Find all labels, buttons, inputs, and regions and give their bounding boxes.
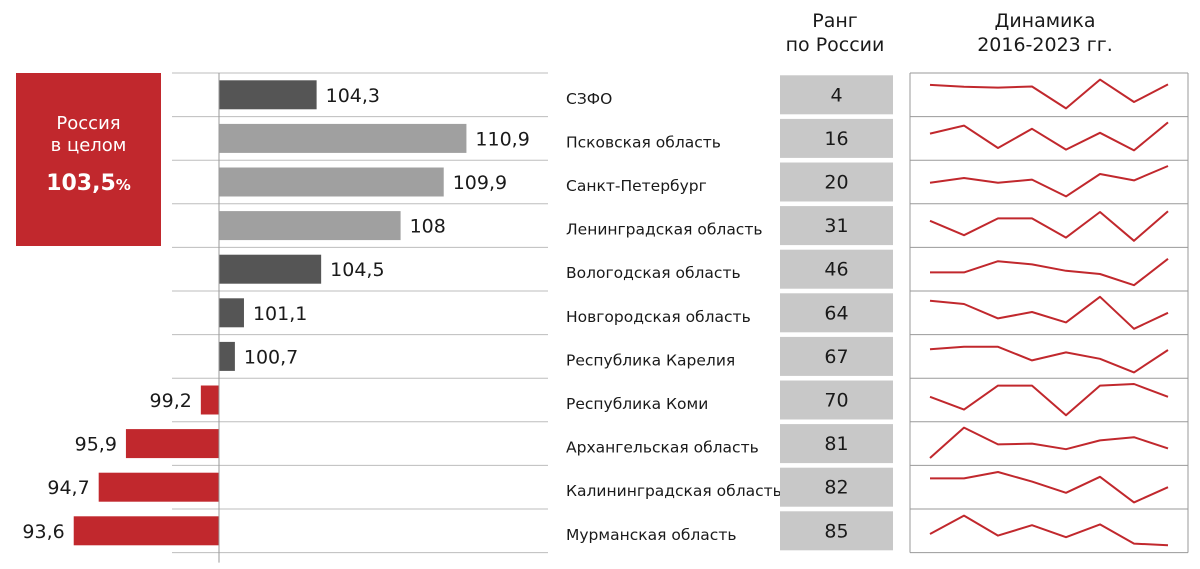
- rank-cell: [780, 118, 893, 158]
- sparkline: [929, 295, 1169, 330]
- rank-cell: [780, 206, 893, 246]
- bar: [219, 298, 244, 328]
- sparkline: [929, 121, 1169, 152]
- dynamics-header: Динамика 2016-2023 гг.: [955, 9, 1135, 57]
- bar-value-label: 94,7: [47, 477, 89, 499]
- bar-value-label: 93,6: [22, 521, 64, 543]
- dynamics-header-line1: Динамика: [994, 10, 1096, 32]
- rank-header-line2: по России: [785, 34, 885, 56]
- rank-cell: [780, 75, 893, 115]
- russia-label-line1: Россия: [56, 113, 121, 134]
- region-label: Вологодская область: [566, 264, 741, 282]
- rank-cell: [780, 336, 893, 376]
- sparkline: [930, 258, 1169, 287]
- bar: [200, 385, 219, 415]
- rank-cell: [780, 293, 893, 333]
- rank-value: 46: [824, 259, 848, 281]
- bar: [219, 123, 467, 153]
- rank-value: 64: [824, 302, 848, 324]
- bar-value-label: 95,9: [75, 434, 117, 456]
- rank-cell: [780, 380, 893, 420]
- rank-header-line1: Ранг: [812, 10, 858, 32]
- bar-value-label: 104,3: [326, 85, 380, 107]
- sparkline: [929, 345, 1169, 374]
- region-label: Калининградская область: [566, 482, 782, 500]
- bar-value-label: 104,5: [330, 259, 384, 281]
- region-label: Псковская область: [566, 133, 721, 151]
- sparkline: [929, 514, 1169, 547]
- sparkline: [929, 78, 1169, 110]
- region-label: Республика Коми: [566, 395, 708, 413]
- rank-value: 31: [824, 215, 848, 237]
- region-label: Санкт-Петербург: [566, 177, 707, 195]
- rank-value: 20: [824, 172, 848, 194]
- russia-label-line2: в целом: [50, 135, 127, 156]
- rank-value: 85: [824, 520, 848, 542]
- rank-value: 4: [830, 84, 842, 106]
- russia-value-number: 103,5: [46, 171, 116, 196]
- rank-cell: [780, 424, 893, 464]
- bar: [98, 472, 219, 502]
- rank-cell: [780, 162, 893, 202]
- region-label: Мурманская область: [566, 526, 736, 544]
- bar-value-label: 108: [410, 216, 446, 238]
- russia-value-unit: %: [115, 176, 131, 194]
- rank-cell: [780, 467, 893, 507]
- bar-value-label: 100,7: [244, 346, 298, 368]
- region-label: Ленинградская область: [566, 221, 763, 239]
- bar-value-label: 99,2: [150, 390, 192, 412]
- sparkline: [929, 383, 1169, 417]
- sparkline: [929, 426, 1169, 459]
- bar: [219, 167, 444, 197]
- rank-cell: [780, 511, 893, 551]
- bar: [219, 254, 322, 284]
- bar: [219, 211, 401, 241]
- russia-value: 103,5%: [16, 171, 161, 196]
- region-label: Архангельская область: [566, 439, 759, 457]
- sparkline: [929, 210, 1169, 242]
- rank-cell: [780, 249, 893, 289]
- russia-total-box: Россия в целом 103,5%: [16, 73, 161, 246]
- rank-value: 70: [824, 390, 848, 412]
- bar-value-label: 110,9: [475, 128, 529, 150]
- sparkline: [930, 471, 1169, 504]
- bar-value-label: 109,9: [453, 172, 507, 194]
- region-label: Республика Карелия: [566, 351, 735, 369]
- rank-header: Ранг по России: [770, 9, 900, 57]
- bar: [219, 80, 317, 110]
- region-label: СЗФО: [566, 90, 612, 108]
- region-label: Новгородская область: [566, 308, 751, 326]
- rank-value: 67: [824, 346, 848, 368]
- bar: [125, 429, 219, 459]
- rank-value: 16: [824, 128, 848, 150]
- sparkline: [929, 165, 1169, 198]
- bar: [219, 341, 235, 371]
- russia-label: Россия в целом: [16, 113, 161, 157]
- bar: [73, 516, 219, 546]
- rank-value: 81: [824, 433, 848, 455]
- rank-value: 82: [824, 477, 848, 499]
- dynamics-header-line2: 2016-2023 гг.: [977, 34, 1113, 56]
- bar-value-label: 101,1: [253, 303, 307, 325]
